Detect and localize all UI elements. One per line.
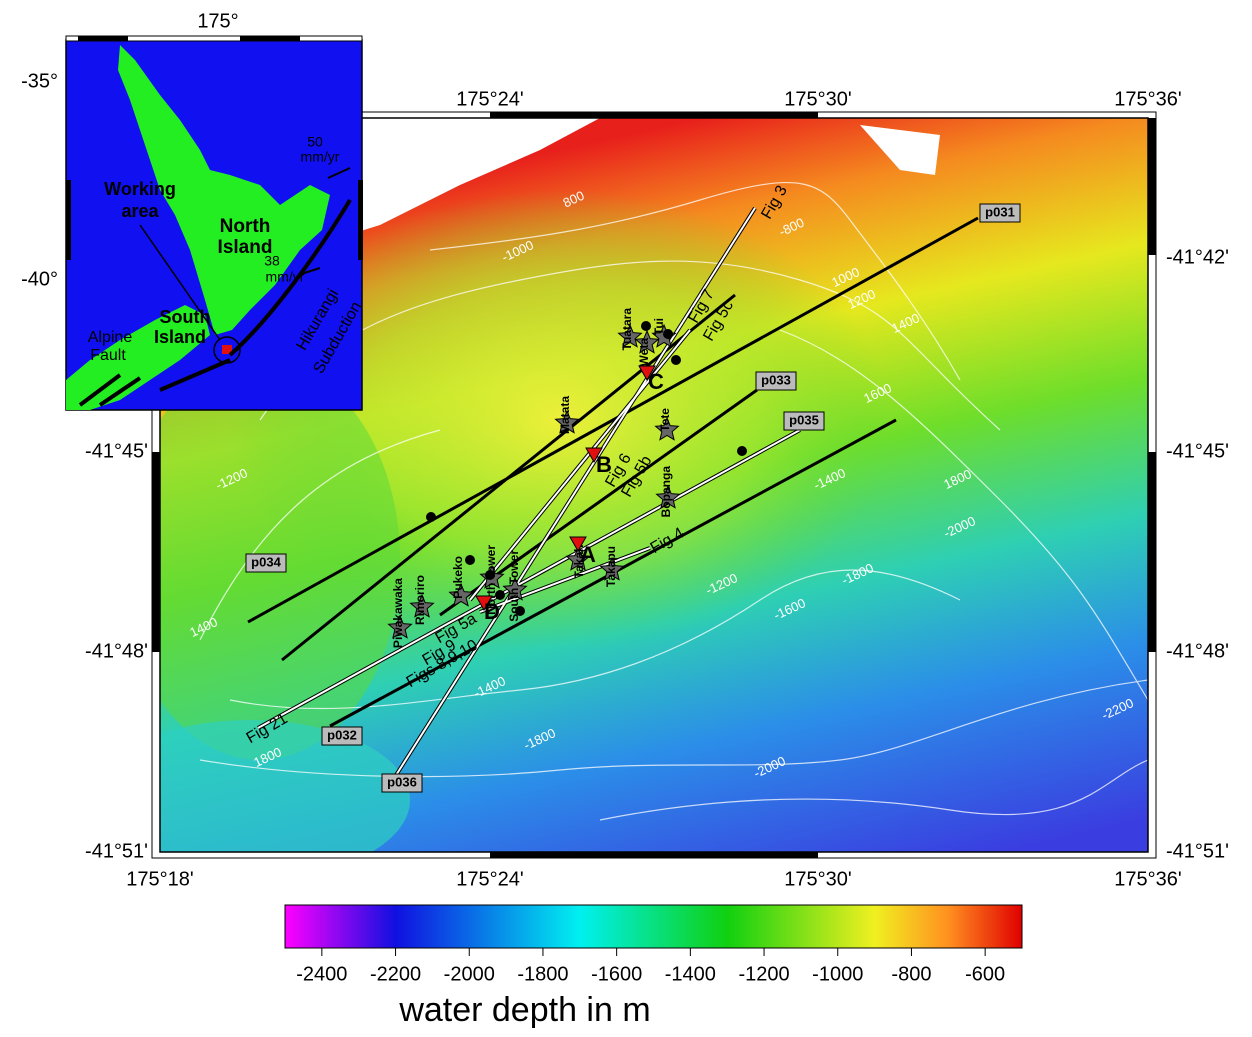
station-label: Rimoriro <box>413 575 427 625</box>
colorbar-tick-label: -1200 <box>738 963 789 985</box>
sample-point <box>641 321 651 331</box>
site-label: D <box>484 599 500 624</box>
colorbar-tick-label: -2400 <box>296 963 347 985</box>
lon-label: 175°24' <box>456 88 523 110</box>
colorbar-title: water depth in m <box>398 991 650 1029</box>
profile-label: p033 <box>761 372 791 387</box>
inset-lon-label: 175° <box>197 10 238 32</box>
station-label: Matata <box>558 396 572 434</box>
colorbar-tick-label: -800 <box>891 963 931 985</box>
profile-label: p034 <box>251 554 281 569</box>
station-label: Bopanga <box>659 466 673 518</box>
sample-point <box>485 570 495 580</box>
inset-label: mm/yr <box>301 149 340 165</box>
site-label: C <box>648 369 664 394</box>
lon-label: 175°36' <box>1114 88 1181 110</box>
lon-label: 175°36' <box>1114 868 1181 890</box>
sample-point <box>663 329 673 339</box>
inset-label: South <box>160 307 211 327</box>
station-label: Weta <box>637 338 651 367</box>
station-label: Pukeko <box>451 556 465 599</box>
colorbar-tick-label: -1800 <box>517 963 568 985</box>
lat-label: -41°51' <box>85 840 148 862</box>
lat-label: -41°48' <box>85 640 148 662</box>
colorbar-tick-label: -1600 <box>591 963 642 985</box>
lon-label: 175°30' <box>784 868 851 890</box>
inset-label: area <box>121 201 159 221</box>
inset-label: Working <box>104 179 176 199</box>
lon-label: 175°30' <box>784 88 851 110</box>
inset-label: North <box>220 216 271 237</box>
lon-label: 175°24' <box>456 868 523 890</box>
lat-label: -41°51' <box>1166 840 1229 862</box>
colorbar-tick-label: -2200 <box>370 963 421 985</box>
profile-label: p031 <box>985 204 1015 219</box>
colorbar-tick-label: -2000 <box>444 963 495 985</box>
sample-point <box>515 606 525 616</box>
sample-point <box>671 355 681 365</box>
station-label: Tuatara <box>620 308 634 351</box>
colorbar-tick-label: -1000 <box>812 963 863 985</box>
sample-point <box>426 512 436 522</box>
profile-label: p032 <box>327 727 357 742</box>
sample-point <box>737 446 747 456</box>
inset-lat-label: -40° <box>21 268 58 290</box>
colorbar-tick-label: -1400 <box>665 963 716 985</box>
inset-label: Island <box>154 327 206 347</box>
inset-label: 50 <box>307 134 323 150</box>
lat-label: -41°45' <box>85 440 148 462</box>
colorbar <box>285 905 1022 948</box>
lat-label: -41°42' <box>1166 246 1229 268</box>
lat-label: -41°45' <box>1166 440 1229 462</box>
lon-label: 175°18' <box>126 868 193 890</box>
profile-label: p035 <box>789 412 819 427</box>
station-label: Tete <box>658 408 672 432</box>
station-label: Piwakawaka <box>391 578 405 648</box>
colorbar-tick-label: -600 <box>965 963 1005 985</box>
site-label: B <box>596 452 612 477</box>
sample-point <box>465 555 475 565</box>
profile-label: p036 <box>387 774 417 789</box>
site-label: A <box>580 542 596 567</box>
inset-label: Fault <box>90 347 126 364</box>
figure: 175°24'175°30'175°36'175°18'175°24'175°3… <box>0 0 1252 1032</box>
lat-label: -41°48' <box>1166 640 1229 662</box>
station-label: Takapu <box>604 546 618 587</box>
inset-label: 38 <box>264 253 280 269</box>
inset-label: mm/yr <box>266 269 305 285</box>
inset-label: Alpine <box>88 329 133 346</box>
inset-lat-label: -35° <box>21 70 58 92</box>
